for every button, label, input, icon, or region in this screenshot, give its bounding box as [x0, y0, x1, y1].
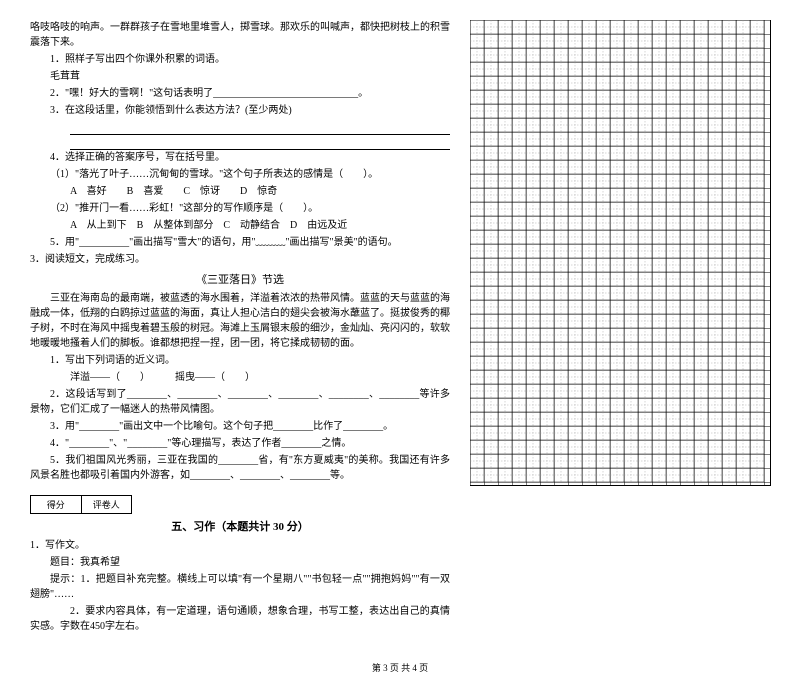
writing-requirement: 2．要求内容具体，有一定道理，语句通顺，想象合理，书写工整，表达出自己的真情实感… [30, 604, 450, 634]
excerpt-text: 三亚在海南岛的最南端，被蓝透的海水围着，洋溢着浓浓的热带风情。蓝蓝的天与蓝蓝的海… [30, 291, 450, 351]
q4-sub2-options: A 从上到下 B 从整体到部分 C 动静结合 D 由远及近 [30, 218, 450, 233]
left-column: 咯吱咯吱的响声。一群群孩子在雪地里堆雪人，掷雪球。那欢乐的叫喊声，都快把树枝上的… [30, 20, 450, 636]
writing-hint: 提示：1．把题目补充完整。横线上可以填"有一个星期八""书包轻一点""拥抱妈妈"… [30, 572, 450, 602]
grader-label: 评卷人 [82, 496, 132, 513]
r3-q1: 1．写出下列词语的近义词。 [30, 353, 450, 368]
page-footer: 第 3 页 共 4 页 [30, 661, 770, 674]
q4-sub1-options: A 喜好 B 喜爱 C 惊讶 D 惊奇 [30, 184, 450, 199]
blank-line-2 [70, 135, 450, 150]
r3-q2: 2．这段话写到了________、________、________、_____… [30, 387, 450, 417]
score-label: 得分 [31, 496, 82, 513]
page-container: 咯吱咯吱的响声。一群群孩子在雪地里堆雪人，掷雪球。那欢乐的叫喊声，都快把树枝上的… [30, 20, 770, 636]
r3-q3: 3．用"________"画出文中一个比喻句。这个句子把________比作了_… [30, 419, 450, 434]
question-4: 4．选择正确的答案序号，写在括号里。 [30, 150, 450, 165]
writing-grid [470, 20, 771, 486]
r3-q5: 5．我们祖国风光秀丽，三亚在我国的________省，有"东方夏威夷"的美称。我… [30, 453, 450, 483]
section-5-title: 五、习作（本题共计 30 分） [30, 518, 450, 534]
reading-3-title: 3．阅读短文，完成练习。 [30, 252, 450, 267]
blank-line-1 [70, 120, 450, 135]
grid-svg [470, 20, 770, 485]
writing-1: 1．写作文。 [30, 538, 450, 553]
q4-sub2: （2）"推开门一看……彩虹！"这部分的写作顺序是（ ）。 [30, 201, 450, 216]
intro-text: 咯吱咯吱的响声。一群群孩子在雪地里堆雪人，掷雪球。那欢乐的叫喊声，都快把树枝上的… [30, 20, 450, 50]
question-3: 3．在这段话里，你能领悟到什么表达方法？(至少两处) [30, 103, 450, 118]
q4-sub1: （1）"落光了叶子……沉甸甸的雪球。"这个句子所表达的感情是（ ）。 [30, 167, 450, 182]
score-box: 得分 评卷人 [30, 495, 132, 514]
q1-example: 毛茸茸 [30, 69, 450, 84]
r3-q1-words: 洋溢——（ ） 摇曳——（ ） [30, 370, 450, 385]
r3-q4: 4．"________"、"________"等心理描写，表达了作者______… [30, 436, 450, 451]
question-2: 2．"嘿！好大的雪啊！"这句话表明了______________________… [30, 86, 450, 101]
question-1: 1．照样子写出四个你课外积累的词语。 [30, 52, 450, 67]
question-5: 5．用"__________"画出描写"雪大"的语句，用"﹏﹏﹏"画出描写"景美… [30, 235, 450, 250]
writing-topic: 题目：我真希望 [30, 555, 450, 570]
excerpt-title: 《三亚落日》节选 [30, 271, 450, 287]
right-column [470, 20, 770, 636]
